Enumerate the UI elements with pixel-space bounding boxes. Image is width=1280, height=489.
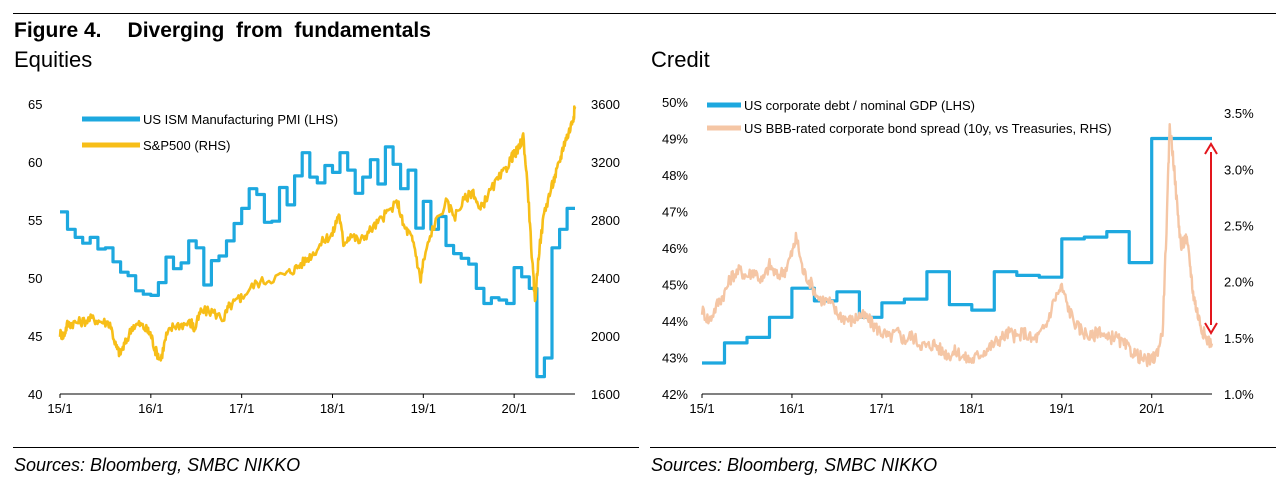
- y-left-tick-label: 55: [28, 213, 42, 228]
- y-left-tick-label: 42%: [662, 387, 688, 402]
- y-right-tick-label: 3600: [591, 97, 620, 112]
- y-left-tick-label: 43%: [662, 351, 688, 366]
- y-right-tick-label: 2.0%: [1224, 275, 1254, 290]
- series-line-0: [702, 136, 1212, 365]
- x-tick-label: 19/1: [411, 401, 436, 416]
- spread-drop-arrow-head-top: [1204, 142, 1218, 155]
- y-right-tick-label: 2000: [591, 329, 620, 344]
- y-right-tick-label: 3.5%: [1224, 106, 1254, 121]
- y-right-tick-label: 3200: [591, 155, 620, 170]
- y-right-tick-label: 3.0%: [1224, 162, 1254, 177]
- credit-chart: 42% 43% 44% 45% 46% 47% 48% 49% 50% 1.0% 1.5% 2.0% 2…: [662, 95, 1254, 416]
- y-left-tick-label: 50%: [662, 95, 688, 110]
- legend-label: US BBB-rated corporate bond spread (10y,…: [744, 121, 1112, 136]
- y-left-tick-label: 48%: [662, 168, 688, 183]
- x-tick-label: 18/1: [959, 401, 984, 416]
- x-tick-label: 17/1: [229, 401, 254, 416]
- series-line-1: [58, 105, 577, 362]
- legend-label: US corporate debt / nominal GDP (LHS): [744, 98, 975, 113]
- x-tick-label: 20/1: [501, 401, 526, 416]
- y-left-tick-label: 46%: [662, 241, 688, 256]
- y-left-tick-label: 60: [28, 155, 42, 170]
- sources-left: Sources: Bloomberg, SMBC NIKKO: [14, 455, 301, 475]
- x-tick-label: 20/1: [1139, 401, 1164, 416]
- y-right-tick-label: 2400: [591, 271, 620, 286]
- top-rule: [13, 13, 1276, 14]
- y-right-tick-label: 1600: [591, 387, 620, 402]
- equities-chart: 40 45 50 55 60 65 1600 2000 2400 2800 3200 3600 15/1…: [28, 97, 620, 416]
- x-tick-label: 18/1: [320, 401, 345, 416]
- y-left-tick-label: 40: [28, 387, 42, 402]
- y-left-tick-label: 50: [28, 271, 42, 286]
- figure-label: Figure 4.: [14, 19, 102, 42]
- bottom-rule-right: [650, 447, 1276, 448]
- figure-heading: Diverging from fundamentals: [127, 19, 431, 42]
- figure-title: Figure 4. Diverging from fundamentals: [14, 19, 431, 43]
- series-line-0: [60, 145, 575, 379]
- y-right-tick-label: 2800: [591, 213, 620, 228]
- y-left-tick-label: 44%: [662, 314, 688, 329]
- equities-panel-title: Equities: [14, 47, 93, 72]
- x-tick-label: 16/1: [138, 401, 163, 416]
- y-right-tick-label: 1.5%: [1224, 331, 1254, 346]
- legend-label: S&P500 (RHS): [143, 138, 230, 153]
- y-right-tick-label: 2.5%: [1224, 219, 1254, 234]
- x-tick-label: 15/1: [47, 401, 72, 416]
- credit-panel-title: Credit: [651, 47, 710, 72]
- x-tick-label: 16/1: [779, 401, 804, 416]
- bottom-rule-left: [13, 447, 639, 448]
- x-tick-label: 17/1: [869, 401, 894, 416]
- series-line-1: [700, 123, 1214, 368]
- y-right-tick-label: 1.0%: [1224, 387, 1254, 402]
- legend-label: US ISM Manufacturing PMI (LHS): [143, 112, 338, 127]
- y-left-tick-label: 49%: [662, 132, 688, 147]
- spread-drop-arrow-head-bottom: [1204, 322, 1218, 335]
- x-tick-label: 15/1: [689, 401, 714, 416]
- sources-right: Sources: Bloomberg, SMBC NIKKO: [651, 455, 938, 475]
- x-tick-label: 19/1: [1049, 401, 1074, 416]
- y-left-tick-label: 45: [28, 329, 42, 344]
- y-left-tick-label: 45%: [662, 278, 688, 293]
- y-left-tick-label: 47%: [662, 205, 688, 220]
- y-left-tick-label: 65: [28, 97, 42, 112]
